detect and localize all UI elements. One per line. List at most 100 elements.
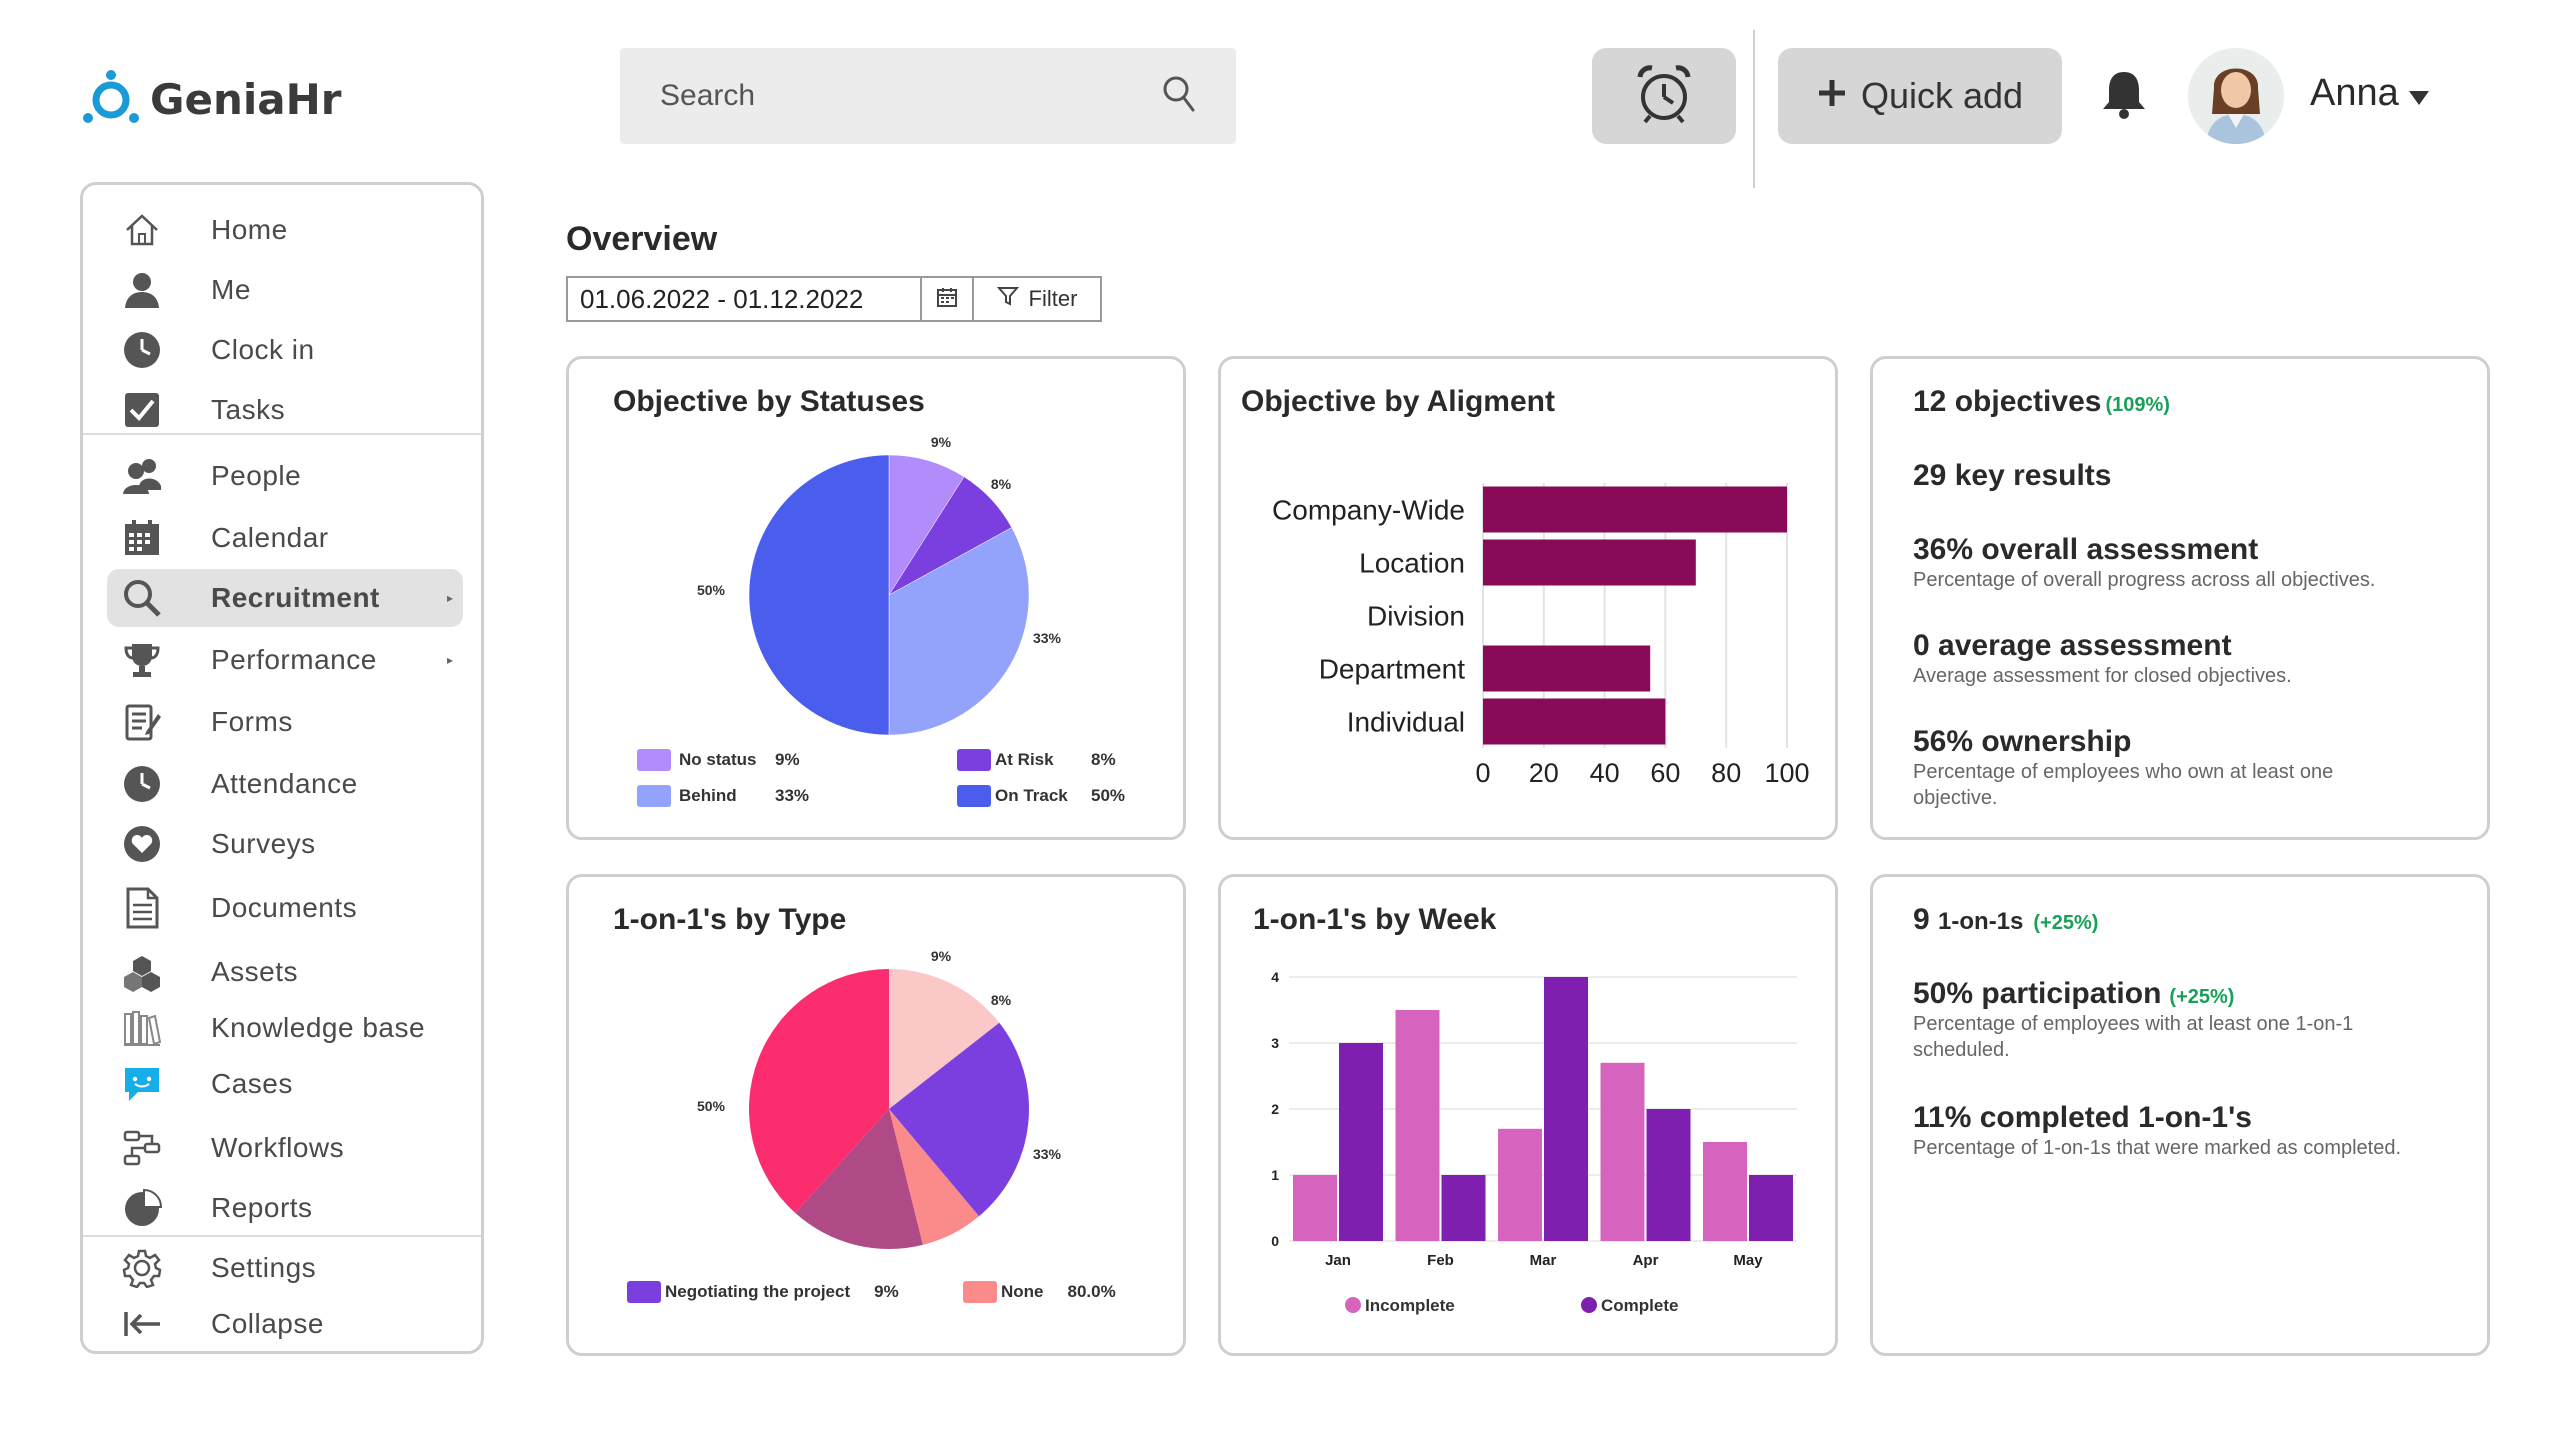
sidebar-item-label: Knowledge base: [211, 1012, 426, 1043]
user-icon: [107, 261, 177, 319]
clock-icon: [107, 755, 177, 813]
sidebar-item-documents[interactable]: Documents: [107, 879, 463, 937]
sidebar-item-people[interactable]: People: [107, 447, 463, 505]
pie-slice-label: 50%: [697, 582, 726, 598]
gear-icon: [107, 1239, 177, 1297]
sidebar-item-performance[interactable]: Performance ▸: [107, 631, 463, 689]
one-on-one-count: 9 1-on-1s (+25%): [1913, 903, 2098, 937]
cubes-icon: [107, 943, 177, 1001]
search-placeholder: Search: [660, 79, 756, 112]
sidebar-item-cases[interactable]: Cases: [107, 1055, 463, 1113]
sidebar-item-workflows[interactable]: Workflows: [107, 1119, 463, 1177]
x-tick-label: Jan: [1325, 1252, 1351, 1269]
average-assessment: 0 average assessment: [1913, 629, 2232, 662]
sidebar-item-attendance[interactable]: Attendance: [107, 755, 463, 813]
sidebar-item-assets[interactable]: Assets: [107, 943, 463, 1001]
sidebar-item-reports[interactable]: Reports: [107, 1179, 463, 1237]
filter-button[interactable]: Filter: [974, 278, 1100, 320]
search-input[interactable]: Search: [620, 48, 1236, 144]
sidebar-item-home[interactable]: Home: [107, 201, 463, 259]
user-avatar[interactable]: [2188, 48, 2284, 144]
quick-add-button[interactable]: Quick add: [1778, 48, 2062, 144]
legend-item: None 80.0%: [963, 1281, 1116, 1303]
objective-alignment-card: Objective by Aligment 0 20 40 60 80 100 Compan…: [1218, 356, 1838, 840]
sidebar-item-label: Collapse: [211, 1308, 324, 1339]
y-tick-label: Location: [1359, 548, 1465, 579]
bar: [1749, 1175, 1793, 1241]
date-range-input[interactable]: 01.06.2022 - 01.12.2022: [568, 278, 922, 320]
logo-icon: [80, 66, 142, 133]
calendar-icon: [936, 286, 958, 313]
heart-icon: [107, 815, 177, 873]
document-icon: [107, 879, 177, 937]
sidebar-item-knowledge-base[interactable]: Knowledge base: [107, 999, 463, 1057]
sidebar-item-label: Settings: [211, 1252, 317, 1283]
sidebar-item-label: Workflows: [211, 1132, 345, 1163]
sidebar: Home Me Clock in Tasks People Calendar R…: [80, 182, 484, 1354]
books-icon: [107, 999, 177, 1057]
objective-statuses-card: Objective by Statuses 9% 8% 33% 50% No stat…: [566, 356, 1186, 840]
legend-value: 9%: [874, 1282, 899, 1301]
sidebar-item-calendar[interactable]: Calendar: [107, 509, 463, 567]
y-tick-label: Individual: [1347, 707, 1465, 738]
legend-swatch: [637, 749, 671, 771]
legend-label: Behind: [679, 786, 737, 805]
objectives-count: 12 objectives (109%): [1913, 385, 2170, 419]
sidebar-item-label: Reports: [211, 1192, 313, 1223]
x-tick-label: 20: [1529, 758, 1559, 788]
legend-label: On Track: [995, 786, 1068, 805]
bar: [1483, 486, 1787, 533]
legend-label: None: [1001, 1282, 1044, 1301]
y-tick-label: 1: [1271, 1167, 1279, 1183]
bar: [1646, 1109, 1691, 1241]
logo-text: GeniaHr: [150, 74, 342, 124]
sidebar-item-surveys[interactable]: Surveys: [107, 815, 463, 873]
search-icon[interactable]: [1162, 75, 1196, 118]
sidebar-item-collapse[interactable]: Collapse: [107, 1295, 463, 1353]
legend-swatch: [957, 749, 991, 771]
sidebar-item-label: Performance: [211, 644, 377, 675]
sidebar-item-forms[interactable]: Forms: [107, 693, 463, 751]
sidebar-item-label: Surveys: [211, 828, 316, 859]
alarm-clock-icon: [1634, 63, 1694, 130]
chevron-right-icon: ▸: [446, 653, 453, 667]
calendar-icon: [107, 509, 177, 567]
sidebar-item-recruitment[interactable]: Recruitment ▸: [107, 569, 463, 627]
x-tick-label: 0: [1475, 758, 1490, 788]
statuses-pie-chart: 9% 8% 33% 50%: [697, 434, 1062, 736]
pie-slice: [889, 969, 1000, 1109]
legend-label: Incomplete: [1365, 1296, 1455, 1315]
calendar-button[interactable]: [922, 278, 974, 320]
sidebar-item-clock-in[interactable]: Clock in: [107, 321, 463, 379]
collapse-icon: [107, 1295, 177, 1353]
x-tick-label: 80: [1711, 758, 1741, 788]
card-title: 1-on-1's by Week: [1253, 903, 1497, 936]
participation: 50% participation (+25%): [1913, 977, 2234, 1011]
filter-label: Filter: [1028, 286, 1078, 311]
notifications-bell-icon[interactable]: [2096, 64, 2152, 124]
sidebar-separator: [83, 433, 481, 435]
sidebar-item-label: Calendar: [211, 522, 329, 553]
legend-label: At Risk: [995, 750, 1054, 769]
user-menu[interactable]: Anna: [2310, 72, 2429, 115]
legend-item: No status 9%: [637, 749, 800, 771]
workflow-icon: [107, 1119, 177, 1177]
sidebar-item-label: Forms: [211, 706, 293, 737]
legend-swatch: [1345, 1297, 1361, 1313]
app-logo[interactable]: GeniaHr: [80, 64, 341, 134]
sidebar-item-tasks[interactable]: Tasks: [107, 381, 463, 439]
key-results-count: 29 key results: [1913, 459, 2112, 492]
sidebar-item-settings[interactable]: Settings: [107, 1239, 463, 1297]
pie-slice-label: 9%: [931, 948, 952, 964]
bar: [1544, 977, 1588, 1241]
sidebar-item-me[interactable]: Me: [107, 261, 463, 319]
quick-add-label: Quick add: [1860, 75, 2024, 116]
sidebar-separator: [83, 1235, 481, 1237]
y-tick-label: 3: [1271, 1035, 1279, 1051]
y-tick-label: 2: [1271, 1101, 1279, 1117]
pie-slice: [889, 1022, 1029, 1217]
pie-slice: [888, 527, 1030, 736]
alarm-button[interactable]: [1592, 48, 1736, 144]
pie-slice: [748, 454, 890, 736]
sidebar-item-label: Attendance: [211, 768, 358, 799]
